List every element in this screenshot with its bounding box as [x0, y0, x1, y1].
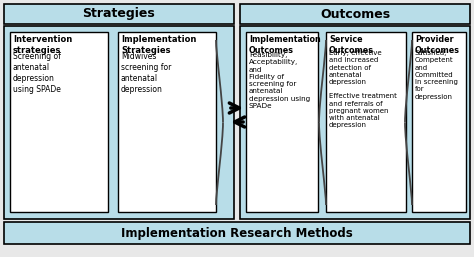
Bar: [240, 4, 470, 24]
Text: Intervention
strategies: Intervention strategies: [13, 35, 72, 55]
Bar: [118, 32, 216, 212]
Text: Strategies: Strategies: [82, 7, 155, 21]
Bar: [10, 32, 108, 212]
Bar: [4, 4, 234, 24]
Text: Feasibility,
Acceptability,
and
Fidelity of
screening for
antenatal
depression u: Feasibility, Acceptability, and Fidelity…: [249, 52, 310, 109]
Bar: [240, 26, 470, 219]
Text: Service
Outcomes: Service Outcomes: [329, 35, 374, 55]
Text: Implementation
Outcomes: Implementation Outcomes: [249, 35, 321, 55]
Bar: [246, 32, 318, 212]
Bar: [326, 32, 406, 212]
Text: Screening of
antenatal
depression
using SPADe: Screening of antenatal depression using …: [13, 52, 61, 94]
Text: Early, effective
and increased
detection of
antenatal
depression

Effective trea: Early, effective and increased detection…: [329, 50, 397, 128]
Bar: [4, 26, 234, 219]
Text: Midwives
screening for
antenatal
depression: Midwives screening for antenatal depress…: [121, 52, 172, 94]
Text: Provider
Outcomes: Provider Outcomes: [415, 35, 460, 55]
Text: Implementation
Strategies: Implementation Strategies: [121, 35, 196, 55]
Text: Satisfied,
Competent
and
Committed
In screening
for
depression: Satisfied, Competent and Committed In sc…: [415, 50, 458, 99]
Text: Implementation Research Methods: Implementation Research Methods: [121, 226, 353, 240]
Bar: [412, 32, 466, 212]
Text: Outcomes: Outcomes: [320, 7, 390, 21]
Bar: [4, 222, 470, 244]
